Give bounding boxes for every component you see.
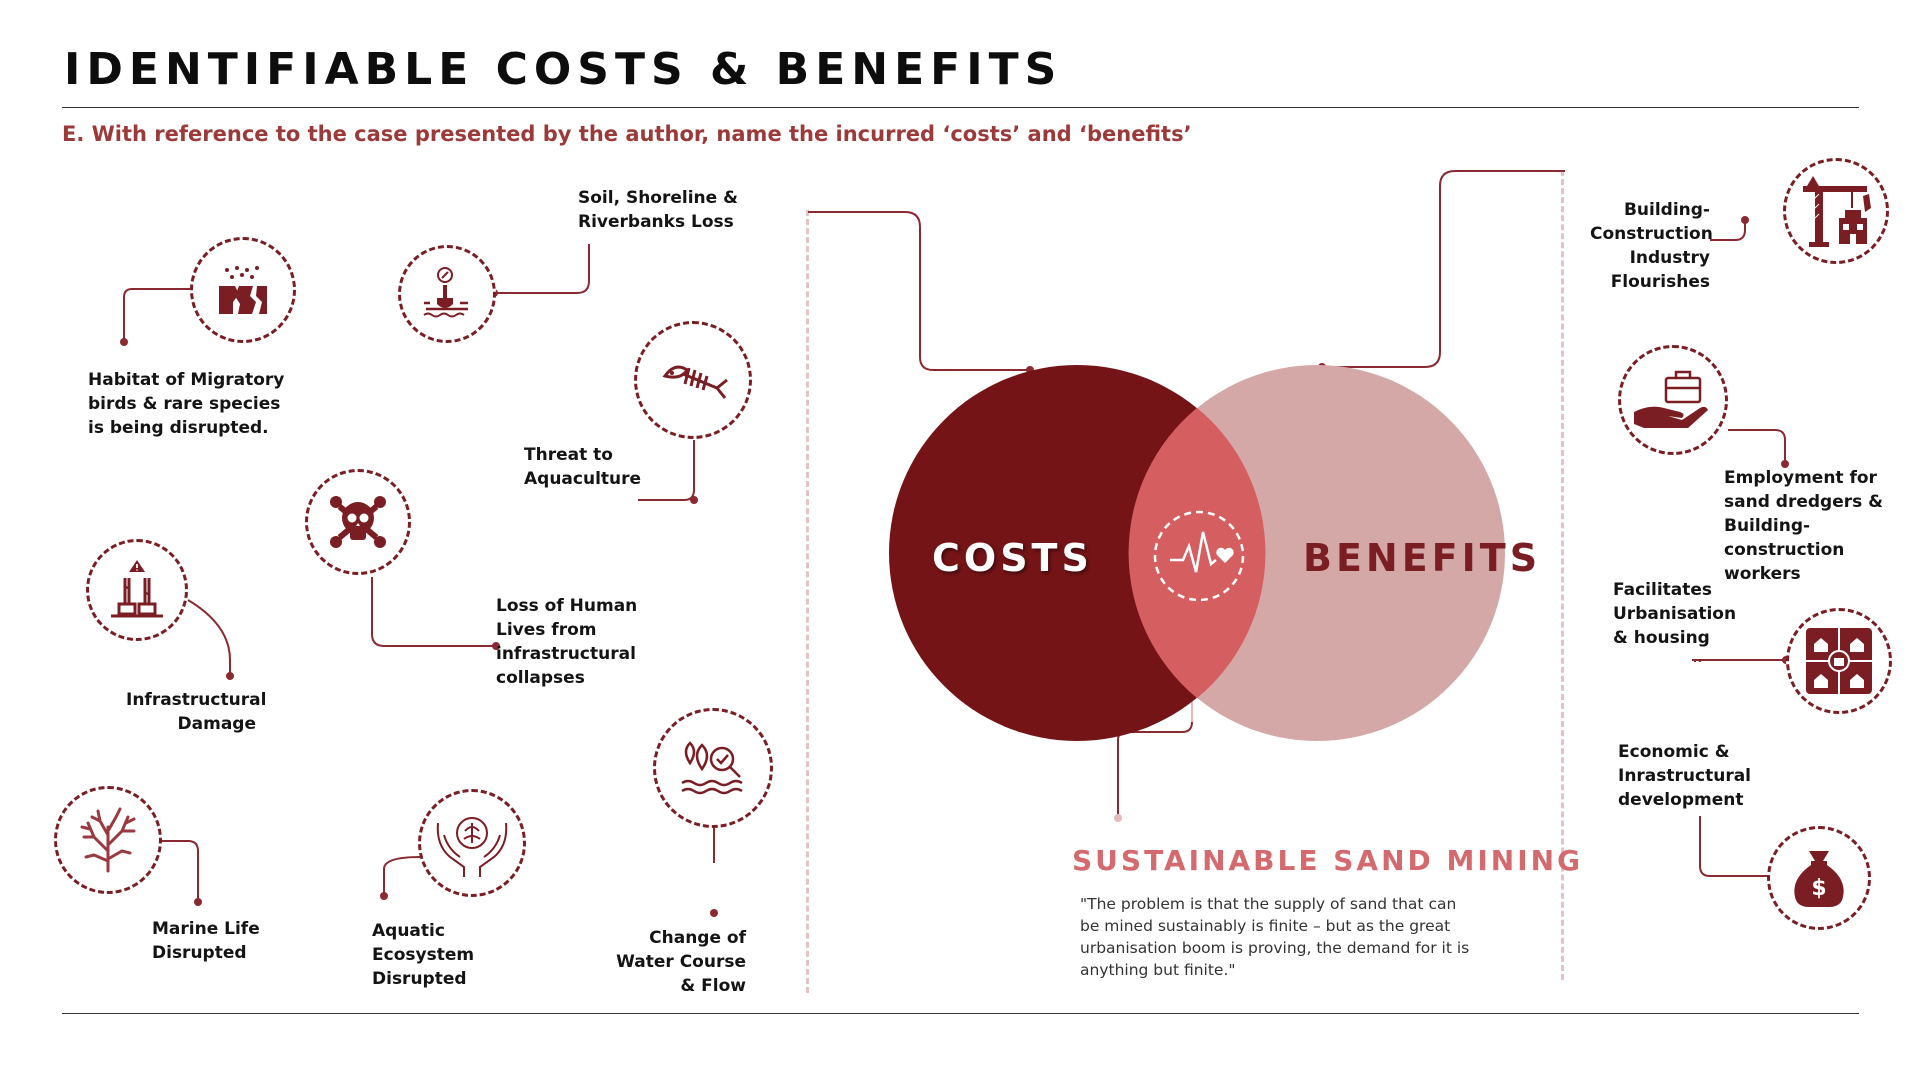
hands-ecosystem-icon (418, 789, 526, 897)
hand-briefcase-icon (1618, 345, 1728, 455)
benefit-label-economic: Economic & Inrastructural development (1618, 742, 1752, 810)
left-divider (806, 210, 809, 993)
right-divider (1561, 170, 1564, 980)
cracked-ground-icon (190, 237, 296, 343)
skull-crossbones-icon (305, 469, 411, 575)
benefit-label-urban: Facilitates Urbanisation & housing (1613, 580, 1737, 648)
venn-overlap (1129, 365, 1265, 741)
pillar-warning-icon (86, 539, 188, 641)
construction-crane-icon (1783, 158, 1889, 264)
money-bag-icon: $ (1767, 826, 1871, 930)
cost-label-soil: Soil, Shoreline & Riverbanks Loss (578, 188, 738, 232)
benefit-label-building: Building-Construction Industry Flourishe… (1590, 200, 1713, 292)
shovel-soil-icon (398, 245, 496, 343)
sustainable-mining-title: SUSTAINABLE SAND MINING (1072, 844, 1584, 877)
houses-grid-icon (1786, 608, 1892, 714)
cost-label-habitat: Habitat of Migratory birds & rare specie… (88, 370, 285, 438)
cost-label-infra: Infrastructural Damage (126, 690, 267, 734)
fish-bone-icon (634, 321, 752, 439)
costs-label: COSTS (932, 536, 1093, 580)
svg-text:$: $ (1811, 876, 1826, 901)
cost-label-human: Loss of Human Lives from infrastructural… (496, 596, 638, 688)
cost-label-water: Change of Water Course & Flow (616, 928, 746, 996)
footer-divider (62, 1013, 1859, 1014)
page-title: IDENTIFIABLE COSTS & BENEFITS (64, 44, 1063, 95)
header-divider (62, 107, 1859, 108)
cost-label-marine: Marine Life Disrupted (152, 919, 260, 963)
cost-label-aquatic: Aquatic Ecosystem Disrupted (372, 921, 475, 989)
benefit-label-employment: Employment for sand dredgers & Building-… (1724, 468, 1883, 584)
cost-label-aquaculture: Threat to Aquaculture (524, 445, 642, 489)
heartbeat-icon (1153, 510, 1245, 602)
page-subtitle: E. With reference to the case presented … (62, 122, 1192, 146)
quote-text: "The problem is that the supply of sand … (1080, 895, 1470, 979)
coral-icon (54, 786, 162, 894)
benefits-label: BENEFITS (1303, 536, 1542, 580)
water-search-icon (653, 708, 773, 828)
